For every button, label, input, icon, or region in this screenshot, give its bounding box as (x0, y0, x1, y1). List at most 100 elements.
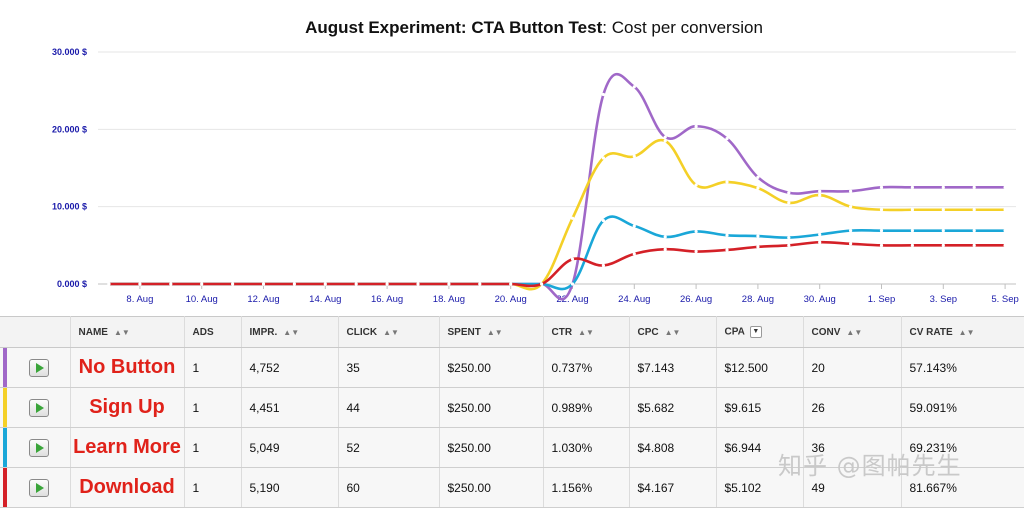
header-click[interactable]: CLICK ▲▼ (338, 316, 440, 348)
data-point (941, 229, 945, 233)
data-point (663, 247, 667, 251)
header-cpc[interactable]: CPC ▲▼ (629, 316, 717, 348)
header-spent[interactable]: SPENT ▲▼ (439, 316, 544, 348)
header-ctr[interactable]: CTR ▲▼ (543, 316, 630, 348)
data-point (972, 208, 976, 212)
ctr: 0.737% (543, 347, 630, 388)
chevron-down-icon[interactable]: ▼ (749, 326, 762, 338)
cpc: $4.167 (629, 467, 717, 508)
data-point (756, 234, 760, 238)
ad-name[interactable]: Download (70, 467, 185, 508)
cv-rate: 59.091% (901, 387, 1024, 428)
sort-icon[interactable]: ▲▼ (846, 327, 863, 337)
data-point (910, 208, 915, 212)
x-tick-label: 3. Sep (930, 294, 957, 305)
header-cpa[interactable]: CPA ▼ (716, 316, 804, 348)
series-color-stripe (3, 388, 7, 427)
header-cv-rate[interactable]: CV RATE ▲▼ (901, 316, 1024, 348)
clicks: 60 (338, 467, 440, 508)
data-point (941, 243, 945, 247)
series-line-3 (109, 240, 1006, 288)
data-point (261, 282, 266, 286)
data-point (787, 191, 791, 195)
y-tick-label: 20.000 $ (52, 124, 87, 134)
table-row: No Button 1 4,752 35 $250.00 0.737% $7.1… (0, 347, 1024, 388)
data-point (601, 263, 606, 268)
chart-title-rest: : Cost per conversion (602, 18, 763, 37)
data-point (1003, 185, 1007, 189)
data-point (663, 139, 667, 143)
series-color-stripe (3, 468, 7, 507)
header-conv[interactable]: CONV ▲▼ (803, 316, 902, 348)
row-play-cell (0, 387, 71, 428)
sort-icon[interactable]: ▲▼ (383, 327, 399, 337)
sort-icon[interactable]: ▲▼ (664, 327, 681, 337)
play-icon[interactable] (28, 478, 49, 497)
data-point (478, 282, 482, 286)
cpc: $4.808 (629, 427, 717, 468)
data-point (910, 229, 915, 233)
ctr: 1.156% (543, 467, 630, 508)
play-icon[interactable] (28, 398, 49, 417)
data-point (601, 218, 606, 223)
sort-icon[interactable]: ▲▼ (958, 327, 975, 337)
spent: $250.00 (439, 347, 544, 388)
y-tick-label: 30.000 $ (52, 47, 87, 57)
x-tick-label: 5. Sep (991, 294, 1018, 305)
cpa: $9.615 (716, 387, 804, 428)
data-point (632, 85, 636, 89)
sort-icon[interactable]: ▲▼ (486, 327, 503, 337)
x-axis: 8. Aug 10. Aug 12. Aug 14. Aug 16. Aug 18. Au… (126, 284, 1019, 305)
data-point (632, 224, 636, 228)
conversions: 20 (803, 347, 902, 388)
data-point (787, 236, 791, 240)
watermark: 知乎 @图帕先生 (778, 452, 962, 480)
header-impr[interactable]: IMPR. ▲▼ (241, 316, 339, 348)
play-icon[interactable] (28, 358, 49, 377)
impressions: 5,049 (241, 427, 339, 468)
cpa: $12.500 (716, 347, 804, 388)
sort-icon[interactable]: ▲▼ (113, 327, 130, 337)
data-point (663, 135, 667, 139)
data-point (1003, 208, 1007, 212)
data-point (972, 243, 976, 247)
series-line-1 (109, 138, 1006, 291)
chart-title: August Experiment: CTA Button Test: Cost… (305, 18, 763, 37)
cpc: $7.143 (629, 347, 717, 388)
clicks: 35 (338, 347, 440, 388)
data-point (879, 243, 884, 247)
ctr: 0.989% (543, 387, 630, 428)
conversions: 26 (803, 387, 902, 428)
data-point (694, 124, 698, 128)
y-tick-label: 0.000 $ (57, 279, 87, 289)
table-body: No Button 1 4,752 35 $250.00 0.737% $7.1… (0, 347, 1024, 508)
ad-name[interactable]: Learn More (70, 427, 185, 468)
data-point (818, 232, 822, 237)
ad-name[interactable]: Sign Up (70, 387, 185, 428)
data-point (818, 193, 822, 197)
data-point (663, 235, 667, 239)
data-point (694, 183, 698, 187)
ads-count: 1 (184, 347, 242, 388)
data-point (694, 229, 698, 234)
play-icon[interactable] (28, 438, 49, 457)
header-name[interactable]: NAME ▲▼ (70, 316, 185, 348)
data-point (169, 282, 173, 286)
data-point (1003, 243, 1007, 247)
data-point (200, 282, 204, 286)
impressions: 4,451 (241, 387, 339, 428)
data-point (632, 154, 636, 158)
chart-title-bold: August Experiment: CTA Button Test (305, 18, 603, 37)
x-tick-label: 8. Aug (126, 294, 153, 305)
data-point (972, 185, 976, 189)
sort-icon[interactable]: ▲▼ (283, 327, 300, 337)
data-point (849, 205, 853, 209)
row-play-cell (0, 427, 71, 468)
data-point (818, 240, 822, 244)
ad-name[interactable]: No Button (70, 347, 185, 388)
data-point (632, 252, 636, 256)
x-tick-label: 1. Sep (868, 294, 895, 305)
chart-grid (98, 51, 1016, 285)
data-point (972, 229, 976, 233)
sort-icon[interactable]: ▲▼ (578, 327, 594, 337)
